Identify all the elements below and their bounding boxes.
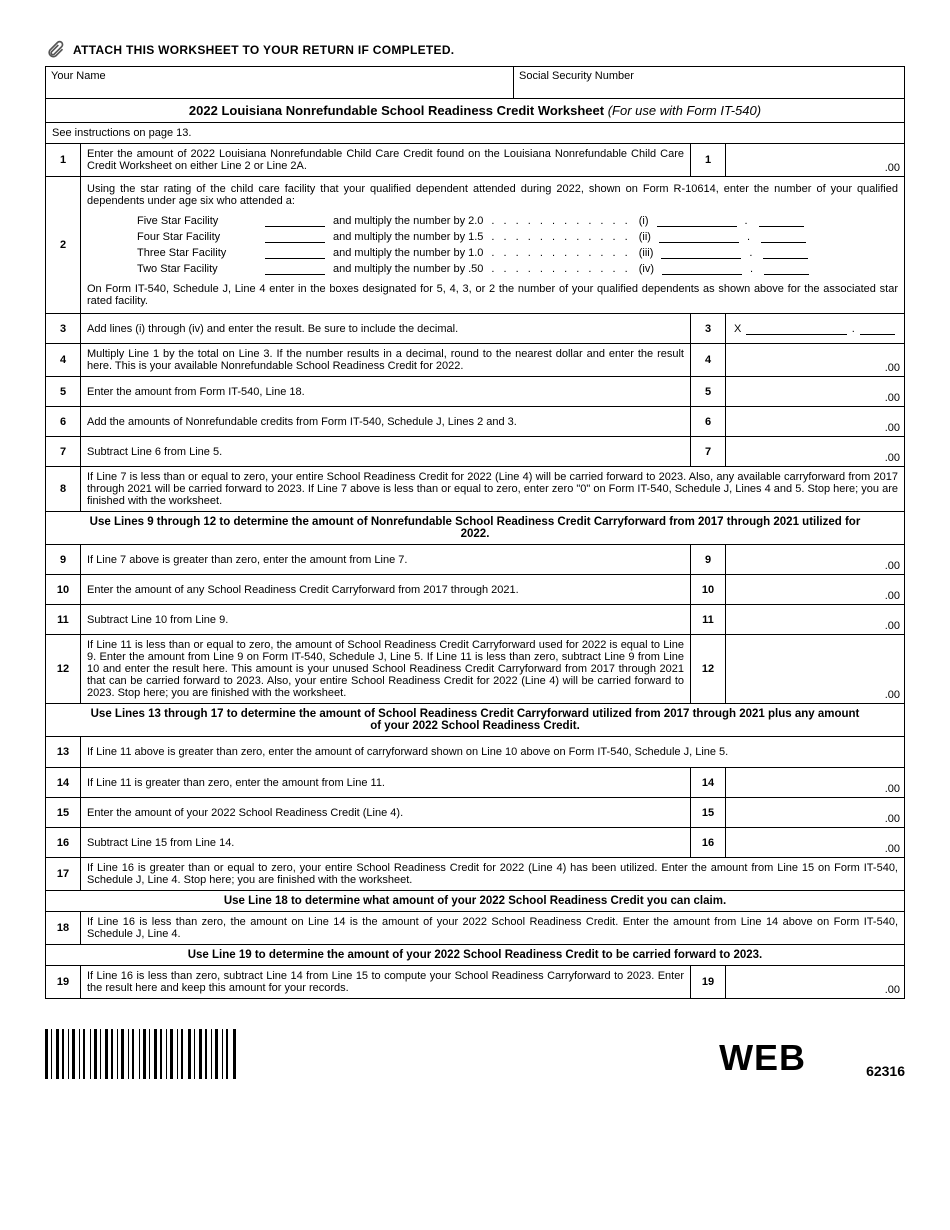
line-19: 19 If Line 16 is less than zero, subtrac…: [46, 966, 904, 998]
name-ssn-row: Your Name Social Security Number: [45, 66, 905, 99]
star-result-field[interactable]: [657, 215, 737, 227]
amount-field[interactable]: .00: [726, 605, 904, 634]
instructions-note: See instructions on page 13.: [46, 123, 904, 144]
section-header-1: Use Lines 9 through 12 to determine the …: [46, 512, 904, 545]
footer-right: WEB 62316: [719, 1037, 905, 1079]
line-11: 11 Subtract Line 10 from Line 9. 11 .00: [46, 605, 904, 635]
line-5: 5 Enter the amount from Form IT-540, Lin…: [46, 377, 904, 407]
line-13: 13 If Line 11 above is greater than zero…: [46, 737, 904, 768]
amount-field[interactable]: .00: [726, 635, 904, 703]
line-10: 10 Enter the amount of any School Readin…: [46, 575, 904, 605]
paperclip-icon: [45, 40, 65, 60]
star-result-field[interactable]: [662, 263, 742, 275]
star-decimal-field[interactable]: [763, 247, 808, 259]
line-16: 16 Subtract Line 15 from Line 14. 16 .00: [46, 828, 904, 858]
amount-field[interactable]: .00: [726, 966, 904, 998]
line-num: 3: [46, 314, 81, 343]
line-desc: Add lines (i) through (iv) and enter the…: [81, 314, 691, 343]
amount-field[interactable]: .00: [726, 344, 904, 376]
ssn-field[interactable]: Social Security Number: [514, 67, 904, 98]
line-1: 1 Enter the amount of 2022 Louisiana Non…: [46, 144, 904, 177]
line-2-content: Using the star rating of the child care …: [81, 177, 904, 313]
form-code: 62316: [866, 1063, 905, 1079]
amount-field-x[interactable]: X .: [726, 314, 904, 343]
amount-field[interactable]: .00: [726, 377, 904, 406]
line-14: 14 If Line 11 is greater than zero, ente…: [46, 768, 904, 798]
star-count-field[interactable]: [265, 215, 325, 227]
amount-field[interactable]: .00: [726, 545, 904, 574]
barcode-icon: [45, 1029, 236, 1079]
star-decimal-field[interactable]: [764, 263, 809, 275]
line-15: 15 Enter the amount of your 2022 School …: [46, 798, 904, 828]
star-result-field[interactable]: [661, 247, 741, 259]
star-result-field[interactable]: [659, 231, 739, 243]
line-8: 8 If Line 7 is less than or equal to zer…: [46, 467, 904, 512]
section-header-3: Use Line 18 to determine what amount of …: [46, 891, 904, 912]
star-decimal-field[interactable]: [761, 231, 806, 243]
footer: WEB 62316: [45, 1029, 905, 1079]
line-num-right: 1: [691, 144, 726, 176]
star-facility-line: Two Star Facilityand multiply the number…: [87, 261, 898, 277]
section-header-2: Use Lines 13 through 17 to determine the…: [46, 704, 904, 737]
line-7: 7 Subtract Line 6 from Line 5. 7 .00: [46, 437, 904, 467]
line-3: 3 Add lines (i) through (iv) and enter t…: [46, 314, 904, 344]
star-facility-line: Four Star Facilityand multiply the numbe…: [87, 229, 898, 245]
web-label: WEB: [719, 1037, 806, 1079]
attach-header: ATTACH THIS WORKSHEET TO YOUR RETURN IF …: [45, 40, 905, 60]
line-4: 4 Multiply Line 1 by the total on Line 3…: [46, 344, 904, 377]
amount-field[interactable]: .00: [726, 798, 904, 827]
amount-field[interactable]: .00: [726, 575, 904, 604]
line-17: 17 If Line 16 is greater than or equal t…: [46, 858, 904, 891]
line-2: 2 Using the star rating of the child car…: [46, 177, 904, 314]
amount-field[interactable]: .00: [726, 144, 904, 176]
attach-text: ATTACH THIS WORKSHEET TO YOUR RETURN IF …: [73, 43, 454, 57]
line-9: 9 If Line 7 above is greater than zero, …: [46, 545, 904, 575]
line-num-right: 3: [691, 314, 726, 343]
line-num: 1: [46, 144, 81, 176]
amount-field[interactable]: .00: [726, 768, 904, 797]
star-facility-line: Five Star Facilityand multiply the numbe…: [87, 213, 898, 229]
star-count-field[interactable]: [265, 263, 325, 275]
star-count-field[interactable]: [265, 247, 325, 259]
line-6: 6 Add the amounts of Nonrefundable credi…: [46, 407, 904, 437]
amount-field[interactable]: .00: [726, 828, 904, 857]
line-18: 18 If Line 16 is less than zero, the amo…: [46, 912, 904, 945]
star-decimal-field[interactable]: [759, 215, 804, 227]
worksheet-title: 2022 Louisiana Nonrefundable School Read…: [46, 99, 904, 123]
line-desc: Enter the amount of 2022 Louisiana Nonre…: [81, 144, 691, 176]
section-header-4: Use Line 19 to determine the amount of y…: [46, 945, 904, 966]
amount-field[interactable]: .00: [726, 407, 904, 436]
line-12: 12 If Line 11 is less than or equal to z…: [46, 635, 904, 704]
worksheet-table: 2022 Louisiana Nonrefundable School Read…: [45, 99, 905, 999]
star-facility-line: Three Star Facilityand multiply the numb…: [87, 245, 898, 261]
star-count-field[interactable]: [265, 231, 325, 243]
amount-field[interactable]: .00: [726, 437, 904, 466]
name-field[interactable]: Your Name: [46, 67, 514, 98]
line-num: 2: [46, 177, 81, 313]
